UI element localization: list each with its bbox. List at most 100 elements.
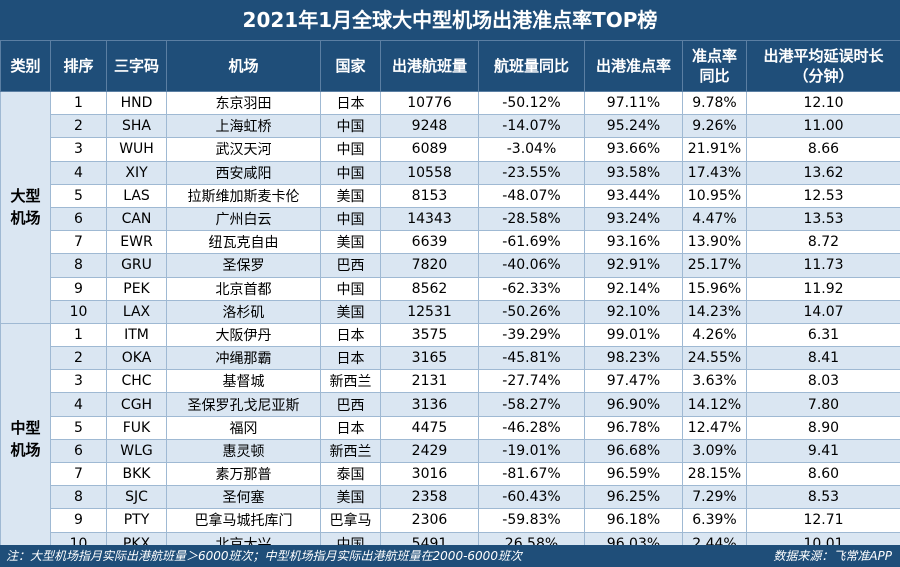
cell-otp-yoy: 6.39% <box>682 508 747 533</box>
table-row: 7 EWR 纽瓦克自由 美国 6639 -61.69% 93.16% 13.90% 8.72 <box>1 230 900 255</box>
table-row: 9 PTY 巴拿马城托库门 巴拿马 2306 -59.83% 96.18% 6.39% 12.7… <box>1 508 900 533</box>
cell-rank: 3 <box>50 369 107 394</box>
cell-delay: 12.71 <box>746 508 900 533</box>
header-delay-line1: 出港平均延误时长 <box>763 47 884 65</box>
cell-code: SHA <box>106 114 167 139</box>
cell-code: CHC <box>106 369 167 394</box>
cell-flights: 2358 <box>380 485 479 510</box>
cell-delay: 7.80 <box>746 392 900 417</box>
cell-flights-yoy: -19.01% <box>478 438 585 464</box>
cell-airport: 上海虹桥 <box>166 114 321 139</box>
cell-airport: 洛杉矶 <box>166 299 321 324</box>
ranking-table: 类别 排序 三字码 机场 国家 出港航班量 航班量同比 出港准点率 准点率 同比… <box>0 40 900 556</box>
cell-flights: 3575 <box>380 322 479 348</box>
table-row: 3 WUH 武汉天河 中国 6089 -3.04% 93.66% 21.91% 8.66 <box>1 137 900 162</box>
table-row: 4 XIY 西安咸阳 中国 10558 -23.55% 93.58% 17.43% 13.62 <box>1 160 900 185</box>
table-row: 2 SHA 上海虹桥 中国 9248 -14.07% 95.24% 9.26% 11.00 <box>1 114 900 139</box>
cell-otp: 96.25% <box>584 485 683 510</box>
cell-rank: 1 <box>50 90 107 116</box>
cell-rank: 4 <box>50 160 107 185</box>
cell-otp: 95.24% <box>584 114 683 139</box>
cell-flights: 10558 <box>380 160 479 185</box>
cell-rank: 2 <box>50 114 107 139</box>
cell-code: XIY <box>106 160 167 185</box>
cell-delay: 6.31 <box>746 322 900 348</box>
cell-delay: 8.60 <box>746 461 900 487</box>
table-row: 3 CHC 基督城 新西兰 2131 -27.74% 97.47% 3.63% 8.03 <box>1 369 900 394</box>
cell-rank: 5 <box>50 183 107 208</box>
cell-country: 中国 <box>320 160 381 185</box>
table-row: 4 CGH 圣保罗孔戈尼亚斯 巴西 3136 -58.27% 96.90% 14.12% 7.8… <box>1 392 900 417</box>
cell-country: 巴西 <box>320 392 381 417</box>
cell-otp-yoy: 3.63% <box>682 369 747 394</box>
cell-delay: 8.90 <box>746 415 900 440</box>
cell-airport: 纽瓦克自由 <box>166 230 321 255</box>
cell-airport: 冲绳那霸 <box>166 346 321 371</box>
table-title: 2021年1月全球大中型机场出港准点率TOP榜 <box>0 0 900 40</box>
cell-delay: 8.03 <box>746 369 900 394</box>
table-row: 大型 机场 1 HND 东京羽田 日本 10776 -50.12% 97.11% 9.78% 12.… <box>0 90 900 324</box>
cell-otp-yoy: 15.96% <box>682 276 747 301</box>
cell-otp-yoy: 4.47% <box>682 206 747 232</box>
cell-otp-yoy: 4.26% <box>682 322 747 348</box>
cell-code: EWR <box>106 230 167 255</box>
cell-otp: 96.59% <box>584 461 683 487</box>
cell-flights: 12531 <box>380 299 479 324</box>
cell-airport: 素万那普 <box>166 461 321 487</box>
cell-code: SJC <box>106 485 167 510</box>
cell-code: WLG <box>106 438 167 464</box>
header-category: 类别 <box>0 40 51 92</box>
cell-flights-yoy: -62.33% <box>478 276 585 301</box>
header-country: 国家 <box>320 40 381 92</box>
cell-rank: 10 <box>50 299 107 324</box>
header-delay-line2: （分钟） <box>793 67 854 85</box>
cell-rank: 3 <box>50 137 107 162</box>
cell-otp-yoy: 9.78% <box>682 90 747 116</box>
cell-flights: 2306 <box>380 508 479 533</box>
cell-delay: 14.07 <box>746 299 900 324</box>
cell-otp: 93.66% <box>584 137 683 162</box>
table-row: 9 PEK 北京首都 中国 8562 -62.33% 92.14% 15.96% 11.92 <box>1 276 900 301</box>
cell-rank: 9 <box>50 508 107 533</box>
cell-code: CGH <box>106 392 167 417</box>
cell-country: 日本 <box>320 90 381 116</box>
cell-airport: 拉斯维加斯麦卡伦 <box>166 183 321 208</box>
cell-delay: 9.41 <box>746 438 900 464</box>
cell-flights-yoy: -61.69% <box>478 230 585 255</box>
cell-otp: 96.18% <box>584 508 683 533</box>
group-label-line1: 大型 <box>10 187 41 206</box>
header-otp-yoy-line2: 同比 <box>699 67 730 85</box>
cell-otp: 96.68% <box>584 438 683 464</box>
cell-country: 新西兰 <box>320 438 381 464</box>
cell-country: 新西兰 <box>320 369 381 394</box>
cell-otp-yoy: 14.12% <box>682 392 747 417</box>
cell-otp-yoy: 25.17% <box>682 253 747 278</box>
cell-otp-yoy: 9.26% <box>682 114 747 139</box>
cell-delay: 8.66 <box>746 137 900 162</box>
cell-country: 中国 <box>320 276 381 301</box>
table-row: 8 GRU 圣保罗 巴西 7820 -40.06% 92.91% 25.17% 11.73 <box>1 253 900 278</box>
cell-code: OKA <box>106 346 167 371</box>
cell-country: 日本 <box>320 346 381 371</box>
cell-flights-yoy: -27.74% <box>478 369 585 394</box>
cell-flights: 8153 <box>380 183 479 208</box>
cell-rank: 1 <box>50 322 107 348</box>
cell-rank: 4 <box>50 392 107 417</box>
cell-country: 美国 <box>320 299 381 324</box>
cell-otp: 92.10% <box>584 299 683 324</box>
cell-code: LAS <box>106 183 167 208</box>
cell-flights-yoy: -23.55% <box>478 160 585 185</box>
cell-otp: 97.11% <box>584 90 683 116</box>
cell-airport: 基督城 <box>166 369 321 394</box>
cell-country: 日本 <box>320 415 381 440</box>
cell-flights: 8562 <box>380 276 479 301</box>
cell-code: FUK <box>106 415 167 440</box>
cell-flights: 4475 <box>380 415 479 440</box>
header-code: 三字码 <box>106 40 167 92</box>
cell-flights: 3136 <box>380 392 479 417</box>
cell-code: CAN <box>106 206 167 232</box>
cell-code: ITM <box>106 322 167 348</box>
group-label-line2: 机场 <box>10 209 41 228</box>
cell-flights-yoy: -50.12% <box>478 90 585 116</box>
cell-country: 美国 <box>320 183 381 208</box>
